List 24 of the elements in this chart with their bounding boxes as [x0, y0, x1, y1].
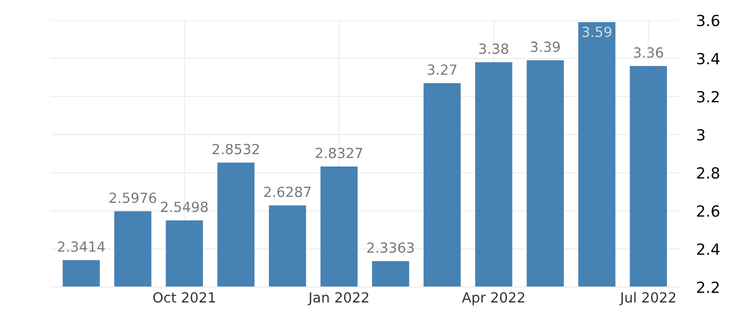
y-tick-label: 3.6: [697, 14, 720, 26]
x-tick-label: Oct 2021: [153, 292, 215, 303]
data-label: 2.6287: [264, 186, 311, 198]
data-label: 3.38: [479, 43, 508, 54]
data-label: 2.3414: [58, 241, 105, 252]
data-label: 3.39: [530, 42, 560, 52]
data-label: 3.36: [634, 47, 663, 58]
data-label: 2.8532: [212, 144, 259, 154]
data-label: 3.27: [428, 64, 456, 75]
y-tick-label: 2.6: [697, 205, 720, 217]
y-tick-label: 3.2: [697, 90, 719, 103]
y-tick-label: 3: [697, 129, 704, 141]
x-tick-label: Jul 2022: [619, 292, 676, 306]
data-label: 3.59: [582, 26, 612, 38]
y-tick-label: 3.4: [697, 52, 720, 64]
data-label: 2.5498: [161, 202, 208, 212]
data-label: 2.3363: [367, 242, 414, 253]
data-label: 2.5976: [110, 192, 156, 204]
y-tick-label: 2.4: [697, 243, 720, 255]
x-tick-label: Jan 2022: [308, 292, 368, 306]
y-tick-label: 2.2: [697, 282, 719, 293]
data-label: 2.8327: [316, 148, 362, 158]
x-tick-label: Apr 2022: [462, 292, 524, 306]
y-tick-label: 2.8: [697, 167, 720, 179]
